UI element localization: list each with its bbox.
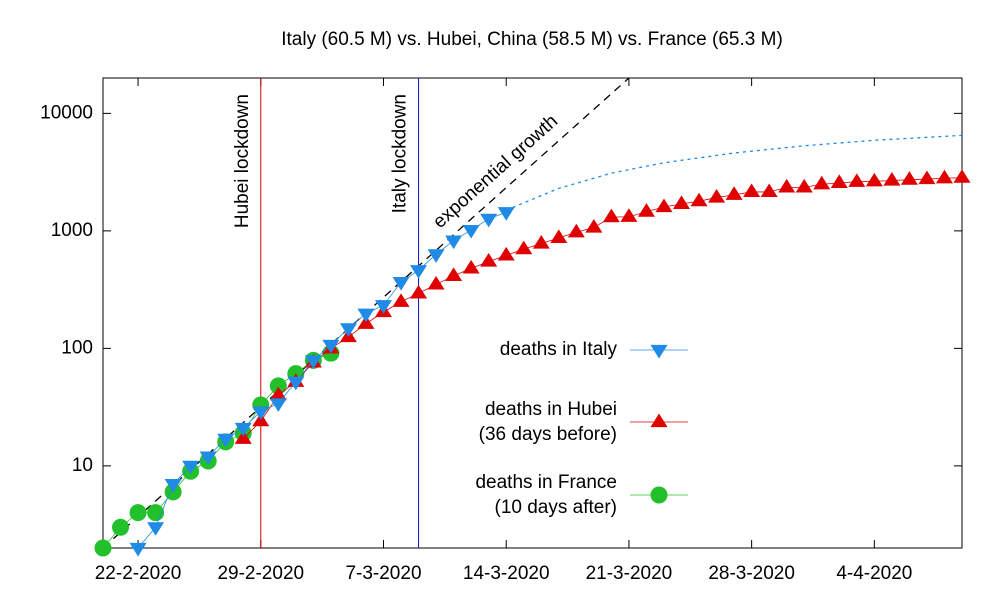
point xyxy=(462,259,480,274)
point xyxy=(515,240,533,255)
point xyxy=(147,522,165,536)
point xyxy=(269,386,287,401)
point xyxy=(497,207,515,221)
point xyxy=(655,198,673,213)
point xyxy=(129,504,147,522)
legend-note: (10 days after) xyxy=(495,497,618,518)
point xyxy=(164,478,182,493)
legend-label: deaths in Italy xyxy=(500,339,618,360)
point xyxy=(199,451,217,466)
point xyxy=(217,433,235,448)
point xyxy=(778,178,796,193)
projection-line xyxy=(505,134,963,211)
point xyxy=(953,169,971,183)
point xyxy=(497,246,515,261)
point xyxy=(690,192,708,207)
point xyxy=(673,195,691,210)
point xyxy=(865,172,883,187)
point xyxy=(550,229,568,244)
point xyxy=(918,170,936,185)
point xyxy=(410,265,428,279)
point xyxy=(374,300,392,314)
x-tick-label: 4-4-2020 xyxy=(836,563,912,584)
lockdown-label: Italy lockdown xyxy=(390,94,411,213)
series-line xyxy=(137,211,507,549)
legend-marker xyxy=(650,413,668,428)
y-tick-label: 1000 xyxy=(51,220,93,241)
point xyxy=(129,542,147,557)
point xyxy=(480,252,498,267)
point xyxy=(445,235,463,250)
point xyxy=(760,183,778,198)
point xyxy=(339,323,357,337)
point xyxy=(392,277,410,291)
legend-label: deaths in France xyxy=(475,472,617,493)
point xyxy=(637,203,655,217)
point xyxy=(445,267,463,281)
point xyxy=(848,173,866,187)
point xyxy=(427,249,445,263)
point xyxy=(743,183,761,198)
point xyxy=(725,186,743,200)
x-tick-label: 7-3-2020 xyxy=(345,563,421,584)
point xyxy=(708,189,726,203)
point xyxy=(357,308,375,323)
point xyxy=(795,178,813,193)
legend-marker xyxy=(650,486,668,504)
chart-title: Italy (60.5 M) vs. Hubei, China (58.5 M)… xyxy=(281,29,783,50)
point xyxy=(94,539,112,557)
point xyxy=(322,339,340,354)
point xyxy=(585,219,603,233)
point xyxy=(392,293,410,307)
point xyxy=(883,172,901,186)
point xyxy=(182,460,200,475)
point xyxy=(567,223,585,238)
legend-label: deaths in Hubei xyxy=(485,399,617,420)
point xyxy=(287,376,305,391)
y-tick-label: 10 xyxy=(72,455,93,476)
point xyxy=(813,175,831,190)
point xyxy=(252,406,270,421)
point xyxy=(532,235,550,249)
legend-note: (36 days before) xyxy=(479,424,617,445)
point xyxy=(427,275,445,290)
y-tick-label: 10000 xyxy=(40,102,93,123)
plot-frame xyxy=(102,77,963,549)
point xyxy=(304,355,322,369)
x-tick-label: 29-2-2020 xyxy=(217,563,304,584)
point xyxy=(620,208,638,222)
point xyxy=(269,398,287,412)
x-tick-label: 14-3-2020 xyxy=(463,563,550,584)
point xyxy=(234,430,252,444)
point xyxy=(410,284,428,299)
point xyxy=(234,422,252,437)
x-tick-label: 28-3-2020 xyxy=(708,563,795,584)
point xyxy=(112,518,130,536)
point xyxy=(602,208,620,223)
point xyxy=(830,174,848,188)
y-tick-label: 100 xyxy=(61,337,93,358)
point xyxy=(462,224,480,239)
point xyxy=(480,213,498,228)
point xyxy=(900,171,918,185)
legend-marker xyxy=(650,344,668,359)
point xyxy=(935,169,953,184)
x-tick-label: 22-2-2020 xyxy=(95,563,182,584)
point xyxy=(269,377,287,395)
lockdown-label: Hubei lockdown xyxy=(232,94,253,228)
x-tick-label: 21-3-2020 xyxy=(586,563,673,584)
